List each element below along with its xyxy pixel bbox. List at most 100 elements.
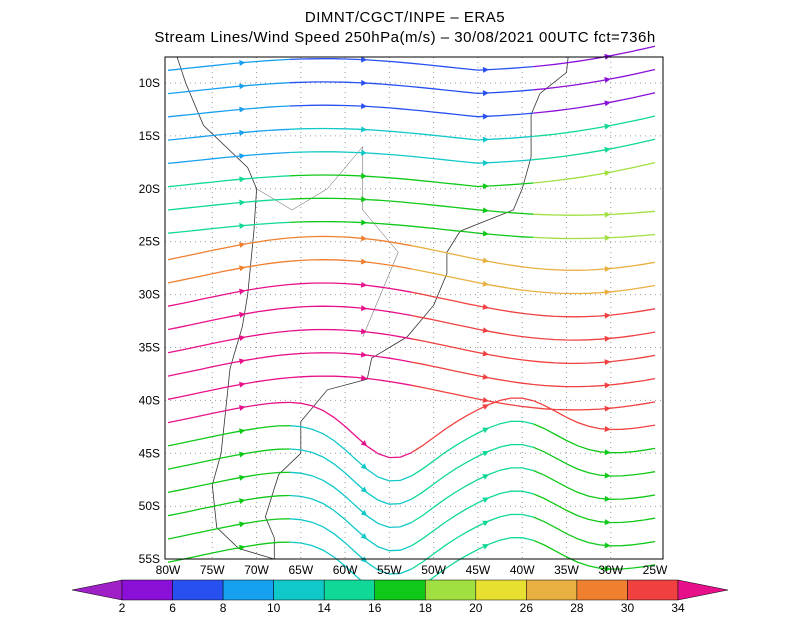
lon-label: 40W xyxy=(510,563,535,577)
colorbar-label: 34 xyxy=(671,601,685,615)
streamline xyxy=(167,82,290,95)
stream-arrow xyxy=(239,428,246,435)
streamline xyxy=(533,210,656,216)
streamline xyxy=(167,401,290,424)
stream-arrow xyxy=(361,219,368,226)
streamline xyxy=(533,161,656,184)
colorbar: 2 6 8 10 14 16 18 20 26 28 30 34 xyxy=(71,579,729,615)
streamline xyxy=(289,518,412,575)
streamline xyxy=(411,245,534,269)
stream-arrow xyxy=(360,509,368,517)
stream-arrow xyxy=(482,280,489,287)
colorbar-label: 28 xyxy=(570,601,584,615)
streamline xyxy=(289,197,412,204)
lon-label: 45W xyxy=(466,563,491,577)
stream-arrow xyxy=(604,234,611,241)
stream-arrow xyxy=(604,449,611,456)
stream-arrow xyxy=(604,335,611,342)
streamline xyxy=(167,260,290,284)
title-line: DIMNT/CGCT/INPE – ERA5 xyxy=(305,9,505,26)
stream-arrow xyxy=(360,463,368,470)
colorbar-label: 14 xyxy=(318,601,332,615)
stream-arrow xyxy=(239,451,246,458)
streamline xyxy=(411,384,534,409)
streamline xyxy=(289,375,412,386)
colorbar-label: 20 xyxy=(469,601,483,615)
streamline xyxy=(289,151,412,158)
streamline xyxy=(533,284,656,295)
stream-arrow xyxy=(604,382,611,389)
lon-label: 70W xyxy=(244,563,269,577)
streamline xyxy=(167,471,290,494)
stream-arrow xyxy=(482,450,489,457)
streamline xyxy=(167,376,290,400)
streamline xyxy=(411,420,534,477)
coast-line xyxy=(176,56,569,560)
streamline xyxy=(533,331,656,341)
stream-arrow xyxy=(361,126,368,133)
streamline xyxy=(411,314,534,339)
streamline xyxy=(533,539,656,570)
streamline xyxy=(533,516,656,547)
lon-label: 50W xyxy=(421,563,446,577)
streamline xyxy=(533,115,656,138)
streamline xyxy=(411,490,534,547)
stream-arrow xyxy=(360,235,368,242)
streamline xyxy=(533,354,656,365)
streamline xyxy=(411,513,534,570)
lon-label: 25W xyxy=(643,563,668,577)
streamline xyxy=(411,225,534,239)
title-line: Stream Lines/Wind Speed 250hPa(m/s) – 30… xyxy=(154,29,655,46)
streamline xyxy=(411,268,534,293)
streamline xyxy=(289,104,412,111)
streamline xyxy=(533,401,656,411)
streamline xyxy=(289,235,412,247)
streamline xyxy=(533,446,656,477)
stream-arrow xyxy=(361,149,368,156)
colorbar-label: 30 xyxy=(621,601,635,615)
stream-arrow xyxy=(482,303,489,310)
streamline xyxy=(289,259,412,270)
streamline xyxy=(289,81,412,88)
streamline xyxy=(411,62,534,71)
stream-arrow xyxy=(482,183,489,190)
lon-label: 55W xyxy=(377,563,402,577)
stream-arrow xyxy=(239,222,246,229)
stream-arrow xyxy=(604,359,611,366)
stream-arrow xyxy=(360,351,368,358)
map-frame xyxy=(164,56,664,560)
stream-arrow xyxy=(604,495,611,502)
stream-arrow xyxy=(239,153,246,160)
lat-label: 15S xyxy=(139,129,160,143)
streamlines xyxy=(167,45,656,598)
streamline xyxy=(533,68,656,91)
colorbar-box xyxy=(475,579,527,601)
streamline xyxy=(167,518,290,540)
lon-label: 75W xyxy=(200,563,225,577)
stream-arrow xyxy=(482,350,489,357)
streamline xyxy=(533,261,656,271)
stream-arrow xyxy=(604,77,611,83)
coastline xyxy=(176,56,569,560)
lon-label: 30W xyxy=(598,563,623,577)
colorbar-box xyxy=(576,579,628,601)
streamline xyxy=(167,237,290,261)
lat-label: 25S xyxy=(139,235,160,249)
colorbar-box xyxy=(374,579,426,601)
lat-label: 40S xyxy=(139,393,160,407)
stream-arrow xyxy=(604,405,611,412)
streamline xyxy=(289,448,412,505)
stream-arrow xyxy=(482,497,489,503)
streamline xyxy=(289,494,412,552)
stream-arrow xyxy=(482,474,489,480)
stream-arrow xyxy=(239,242,246,248)
lon-label: 35W xyxy=(554,563,579,577)
stream-arrow xyxy=(604,170,611,177)
colorbar-label: 6 xyxy=(169,601,176,615)
colorbar-end xyxy=(677,579,729,601)
colorbar-box xyxy=(273,579,325,601)
stream-arrow xyxy=(482,397,489,403)
stream-arrow xyxy=(360,328,368,335)
stream-arrow xyxy=(239,106,246,113)
streamline xyxy=(167,151,290,165)
